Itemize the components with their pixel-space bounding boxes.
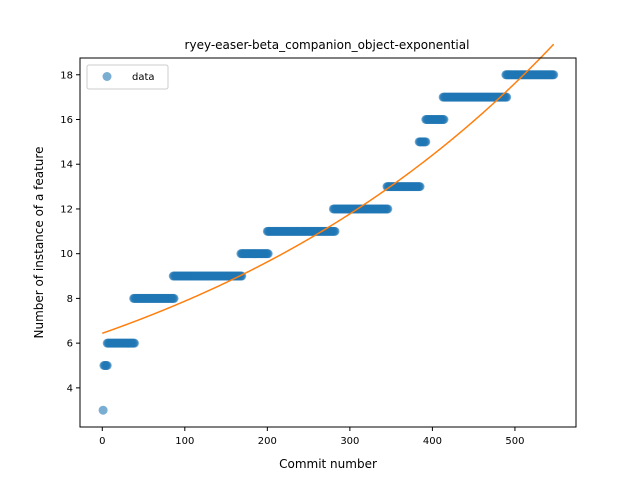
legend-marker-data — [102, 72, 112, 81]
legend-label-data: data — [132, 72, 155, 83]
y-axis: 4 6 8 10 12 14 16 18 — [60, 70, 80, 394]
x-tick-label: 400 — [423, 436, 442, 447]
data-point — [502, 92, 512, 102]
y-tick-label: 8 — [67, 294, 73, 305]
x-tick-label: 0 — [99, 436, 105, 447]
x-axis: 0 100 200 300 400 500 — [99, 427, 524, 447]
fit-line — [102, 43, 555, 335]
axes-frame — [79, 57, 577, 428]
data-point — [383, 204, 393, 214]
y-tick-label: 6 — [67, 339, 73, 350]
x-tick-label: 500 — [505, 436, 524, 447]
data-point — [263, 249, 273, 259]
legend-box — [86, 64, 169, 90]
y-tick-label: 16 — [60, 115, 73, 126]
data-point — [421, 137, 431, 147]
y-tick-label: 4 — [67, 383, 73, 394]
data-point — [98, 405, 108, 415]
data-point — [330, 226, 340, 236]
data-point — [415, 182, 425, 192]
x-tick-label: 200 — [258, 436, 277, 447]
data-point — [129, 338, 139, 348]
x-tick-label: 100 — [175, 436, 194, 447]
y-tick-label: 14 — [60, 160, 73, 171]
legend: data — [86, 64, 169, 90]
data-point — [549, 70, 559, 80]
y-tick-label: 12 — [60, 204, 73, 215]
y-tick-label: 18 — [60, 70, 73, 81]
data-point — [439, 115, 449, 124]
data-point — [102, 361, 112, 370]
plot-area — [98, 43, 559, 415]
chart-title: ryey-easer-beta_companion_object-exponen… — [185, 38, 470, 52]
x-tick-label: 300 — [340, 436, 359, 447]
y-tick-label: 10 — [60, 249, 73, 260]
y-axis-label: Number of instance of a feature — [32, 147, 46, 339]
data-point — [169, 293, 179, 303]
x-axis-label: Commit number — [279, 457, 377, 471]
